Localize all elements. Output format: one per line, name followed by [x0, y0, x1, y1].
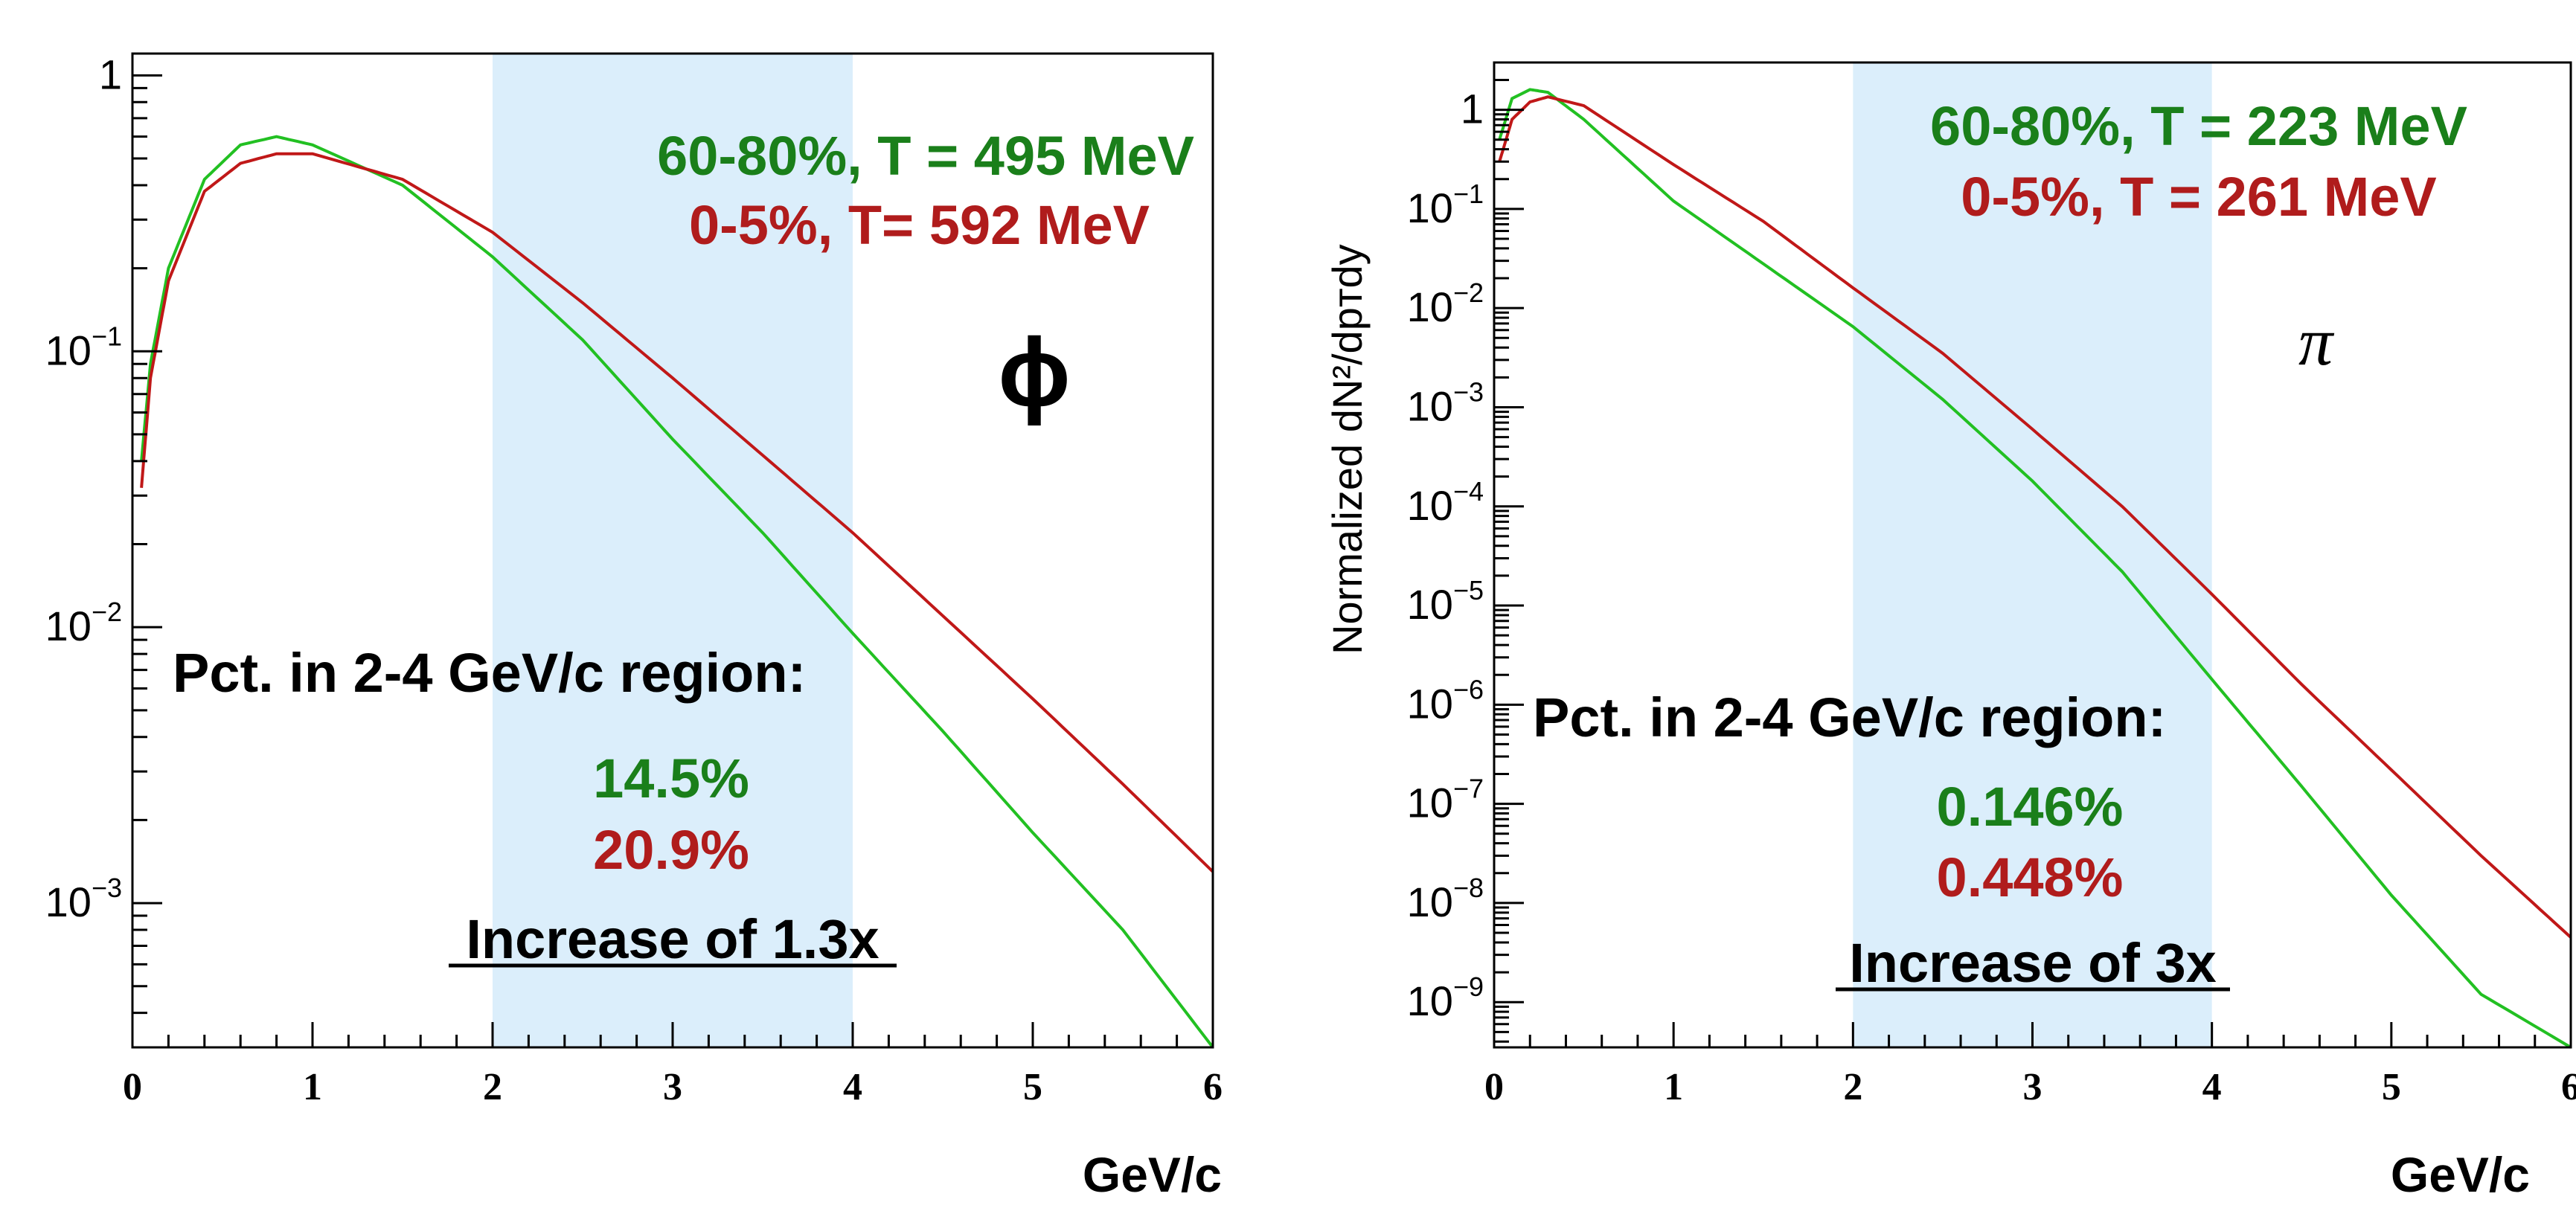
pi-series-green-line	[1498, 88, 2572, 1049]
pi-y-tick-label: 10−8	[1407, 873, 1484, 925]
pi-x-tick-label: 6	[2561, 1066, 2576, 1108]
pi-legend-green: 60-80%, T = 223 MeV	[1930, 95, 2467, 157]
phi-pct-red: 20.9%	[593, 819, 749, 881]
pi-y-tick-label: 10−6	[1407, 674, 1484, 727]
pi-y-tick-label: 10−3	[1407, 376, 1484, 429]
pi-panel: 0 1 2 3 4 5 6 1 10−1 10−2 10−3 10−4 10−5 10−6 10−7 10−…	[1324, 61, 2576, 1202]
pi-x-tick-label: 0	[1484, 1066, 1504, 1108]
phi-y-tick-label: 10−2	[45, 597, 122, 649]
pi-x-tick-label: 1	[1664, 1066, 1683, 1108]
pi-y-tick-label: 10−5	[1407, 575, 1484, 628]
phi-x-tick-label: 6	[1203, 1066, 1223, 1108]
pi-highlight-region	[1853, 62, 2212, 1047]
phi-pct-title: Pct. in 2-4 GeV/c region:	[173, 642, 806, 704]
phi-y-tick-label: 1	[99, 51, 122, 97]
pi-legend-red: 0-5%, T = 261 MeV	[1961, 166, 2437, 228]
phi-series-red-line	[140, 152, 1214, 873]
pi-increase-label: Increase of 3x	[1849, 932, 2217, 994]
pi-y-tick-label: 1	[1461, 86, 1484, 132]
phi-increase-label: Increase of 1.3x	[466, 908, 879, 970]
pi-x-tick-label: 3	[2023, 1066, 2042, 1108]
phi-y-tick-label: 10−1	[45, 321, 122, 373]
phi-pct-green: 14.5%	[593, 748, 749, 809]
phi-x-tick-label: 5	[1023, 1066, 1042, 1108]
pi-y-tick-label: 10−2	[1407, 277, 1484, 330]
phi-panel: 0 1 2 3 4 5 6 1 10−1 10−2 10−3 GeV/c 60-80%, T = …	[45, 51, 1223, 1202]
phi-y-tick-label: 10−3	[45, 873, 122, 925]
pi-pct-title: Pct. in 2-4 GeV/c region:	[1533, 687, 2166, 748]
pi-y-tick-label: 10−7	[1407, 774, 1484, 826]
pi-x-tick-label: 4	[2202, 1066, 2222, 1108]
pi-y-axis-title: Normalized dN²/dpᴛdy	[1324, 244, 1371, 655]
pi-x-axis-title: GeV/c	[2391, 1147, 2530, 1202]
pi-pct-green: 0.146%	[1937, 776, 2124, 838]
pi-pct-red: 0.448%	[1937, 847, 2124, 908]
pi-particle-label: π	[2298, 303, 2335, 379]
phi-particle-label: ϕ	[998, 318, 1070, 426]
phi-x-tick-label: 0	[123, 1066, 142, 1108]
phi-x-axis-title: GeV/c	[1083, 1147, 1222, 1202]
phi-x-tick-label: 2	[483, 1066, 502, 1108]
pi-y-tick-label: 10−1	[1407, 179, 1484, 231]
phi-legend-red: 0-5%, T= 592 MeV	[689, 194, 1150, 256]
phi-highlight-region	[493, 54, 853, 1047]
phi-x-tick-label: 3	[663, 1066, 682, 1108]
pi-y-tick-label: 10−9	[1407, 971, 1484, 1024]
pi-x-tick-label: 5	[2382, 1066, 2401, 1108]
phi-x-tick-label: 4	[843, 1066, 862, 1108]
phi-legend-green: 60-80%, T = 495 MeV	[657, 125, 1194, 187]
pi-x-tick-label: 2	[1843, 1066, 1862, 1108]
phi-series-green-line	[140, 135, 1214, 1049]
pi-y-tick-label: 10−4	[1407, 476, 1484, 529]
pi-series-red-line	[1498, 95, 2572, 939]
phi-x-tick-label: 1	[303, 1066, 322, 1108]
